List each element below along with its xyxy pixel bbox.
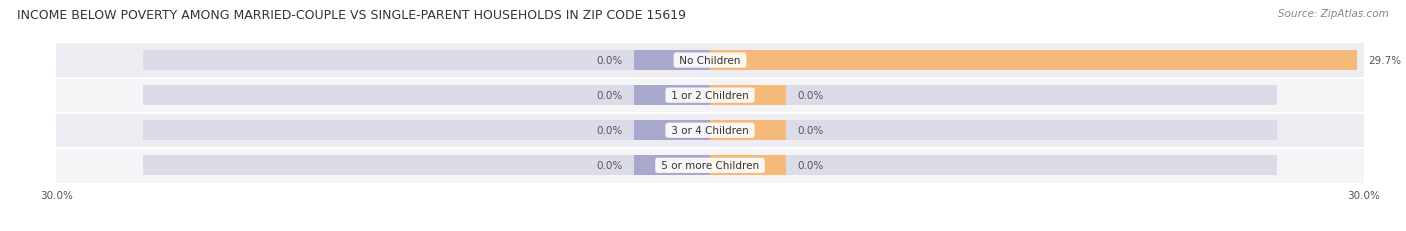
Bar	[56, 43, 1364, 78]
Bar	[56, 78, 1364, 113]
Text: 1 or 2 Children: 1 or 2 Children	[668, 91, 752, 101]
Bar	[56, 148, 1364, 183]
Text: 3 or 4 Children: 3 or 4 Children	[668, 126, 752, 136]
Bar	[56, 113, 1364, 148]
Bar	[710, 155, 786, 176]
Bar	[710, 121, 786, 141]
Bar	[143, 121, 1277, 141]
Bar	[634, 155, 710, 176]
Bar	[710, 51, 1357, 71]
Bar	[634, 86, 710, 106]
Text: 0.0%: 0.0%	[596, 126, 623, 136]
Text: 29.7%: 29.7%	[1368, 56, 1402, 66]
Text: 5 or more Children: 5 or more Children	[658, 161, 762, 170]
Bar	[634, 51, 710, 71]
Bar	[143, 51, 1277, 71]
Text: 0.0%: 0.0%	[596, 56, 623, 66]
Text: 0.0%: 0.0%	[797, 126, 824, 136]
Text: 0.0%: 0.0%	[797, 161, 824, 170]
Bar	[143, 155, 1277, 176]
Bar	[634, 121, 710, 141]
Text: Source: ZipAtlas.com: Source: ZipAtlas.com	[1278, 9, 1389, 19]
Text: 0.0%: 0.0%	[596, 161, 623, 170]
Text: No Children: No Children	[676, 56, 744, 66]
Bar	[710, 86, 786, 106]
Text: INCOME BELOW POVERTY AMONG MARRIED-COUPLE VS SINGLE-PARENT HOUSEHOLDS IN ZIP COD: INCOME BELOW POVERTY AMONG MARRIED-COUPL…	[17, 9, 686, 22]
Text: 0.0%: 0.0%	[797, 91, 824, 101]
Text: 0.0%: 0.0%	[596, 91, 623, 101]
Bar	[143, 86, 1277, 106]
